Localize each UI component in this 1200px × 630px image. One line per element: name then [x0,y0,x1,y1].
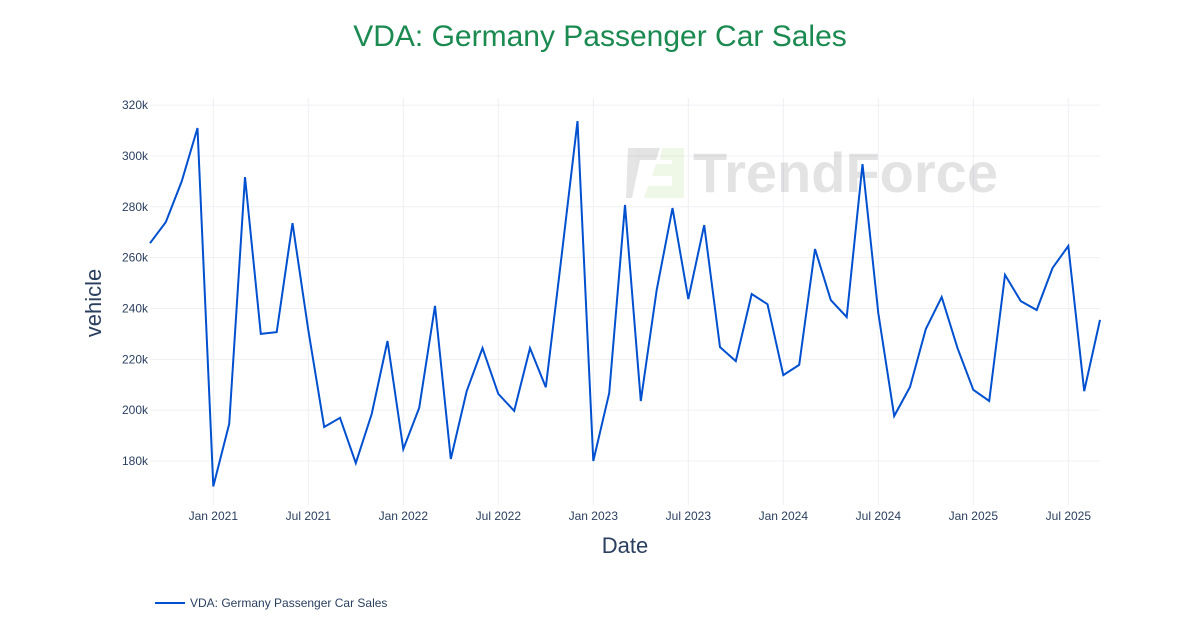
data-point[interactable] [685,296,691,302]
data-point[interactable] [353,460,359,466]
data-point[interactable] [448,456,454,462]
series-line [149,120,1101,487]
data-point[interactable] [828,297,834,303]
x-tick-label: Jan 2021 [189,509,239,523]
x-tick-label: Jan 2025 [949,509,999,523]
trendforce-watermark-logo: TrendForce [626,141,998,204]
data-point[interactable] [274,329,280,335]
data-point[interactable] [923,326,929,332]
data-point[interactable] [955,345,961,351]
data-point[interactable] [527,345,533,351]
x-axis-title: Date [602,533,648,558]
data-point[interactable] [1002,272,1008,278]
data-point[interactable] [369,411,375,417]
data-point[interactable] [986,398,992,404]
x-tick-label: Jul 2025 [1046,509,1092,523]
gridlines [150,98,1100,505]
data-point[interactable] [432,303,438,309]
data-point[interactable] [670,205,676,211]
data-point[interactable] [654,287,660,293]
data-point[interactable] [891,413,897,419]
data-point[interactable] [812,246,818,252]
data-point[interactable] [875,310,881,316]
data-point[interactable] [907,384,913,390]
data-point[interactable] [749,291,755,297]
data-point[interactable] [1018,298,1024,304]
data-point[interactable] [622,202,628,208]
x-tick-label: Jan 2024 [759,509,809,523]
legend-label: VDA: Germany Passenger Car Sales [190,596,388,610]
data-point[interactable] [543,384,549,390]
data-point[interactable] [337,415,343,421]
x-tick-label: Jan 2022 [379,509,429,523]
data-point[interactable] [511,408,517,414]
data-point[interactable] [321,424,327,430]
data-point[interactable] [638,398,644,404]
data-point[interactable] [464,388,470,394]
x-tick-label: Jul 2023 [666,509,712,523]
legend-swatch [155,602,185,604]
data-point[interactable] [1081,388,1087,394]
y-tick-label: 240k [122,301,149,315]
y-axis-title: vehicle [81,269,106,337]
data-point[interactable] [290,220,296,226]
data-point[interactable] [480,345,486,351]
data-point[interactable] [226,421,232,427]
x-tick-label: Jul 2024 [856,509,902,523]
x-tick-label: Jul 2021 [286,509,332,523]
data-point[interactable] [860,161,866,167]
data-point[interactable] [939,294,945,300]
y-tick-label: 220k [122,352,149,366]
watermark-text: TrendForce [693,141,998,204]
data-point[interactable] [242,174,248,180]
data-point[interactable] [163,219,169,225]
data-point[interactable] [559,252,565,258]
data-point[interactable] [717,344,723,350]
y-tick-label: 200k [122,403,149,417]
data-point[interactable] [400,446,406,452]
data-point[interactable] [179,178,185,184]
data-point[interactable] [1050,265,1056,271]
x-tick-label: Jul 2022 [476,509,522,523]
y-tick-label: 320k [122,98,149,112]
data-point[interactable] [780,372,786,378]
y-tick-label: 180k [122,454,149,468]
data-point[interactable] [1097,317,1103,323]
data-point[interactable] [844,314,850,320]
data-point[interactable] [701,222,707,228]
data-point[interactable] [210,483,216,489]
legend-item[interactable]: VDA: Germany Passenger Car Sales [155,596,387,610]
data-point[interactable] [495,391,501,397]
data-point[interactable] [796,362,802,368]
data-point[interactable] [416,405,422,411]
data-point[interactable] [733,358,739,364]
data-point[interactable] [970,387,976,393]
data-point[interactable] [147,240,153,246]
data-point[interactable] [305,327,311,333]
data-point[interactable] [385,338,391,344]
y-tick-label: 280k [122,200,149,214]
y-tick-label: 300k [122,149,149,163]
data-point[interactable] [575,118,581,124]
chart-title: VDA: Germany Passenger Car Sales [353,20,847,53]
y-tick-label: 260k [122,251,149,265]
data-point[interactable] [1034,307,1040,313]
data-point[interactable] [195,125,201,131]
data-point[interactable] [590,458,596,464]
data-point[interactable] [1065,243,1071,249]
x-tick-label: Jan 2023 [569,509,619,523]
data-point[interactable] [606,390,612,396]
data-point[interactable] [258,331,264,337]
data-point[interactable] [765,301,771,307]
